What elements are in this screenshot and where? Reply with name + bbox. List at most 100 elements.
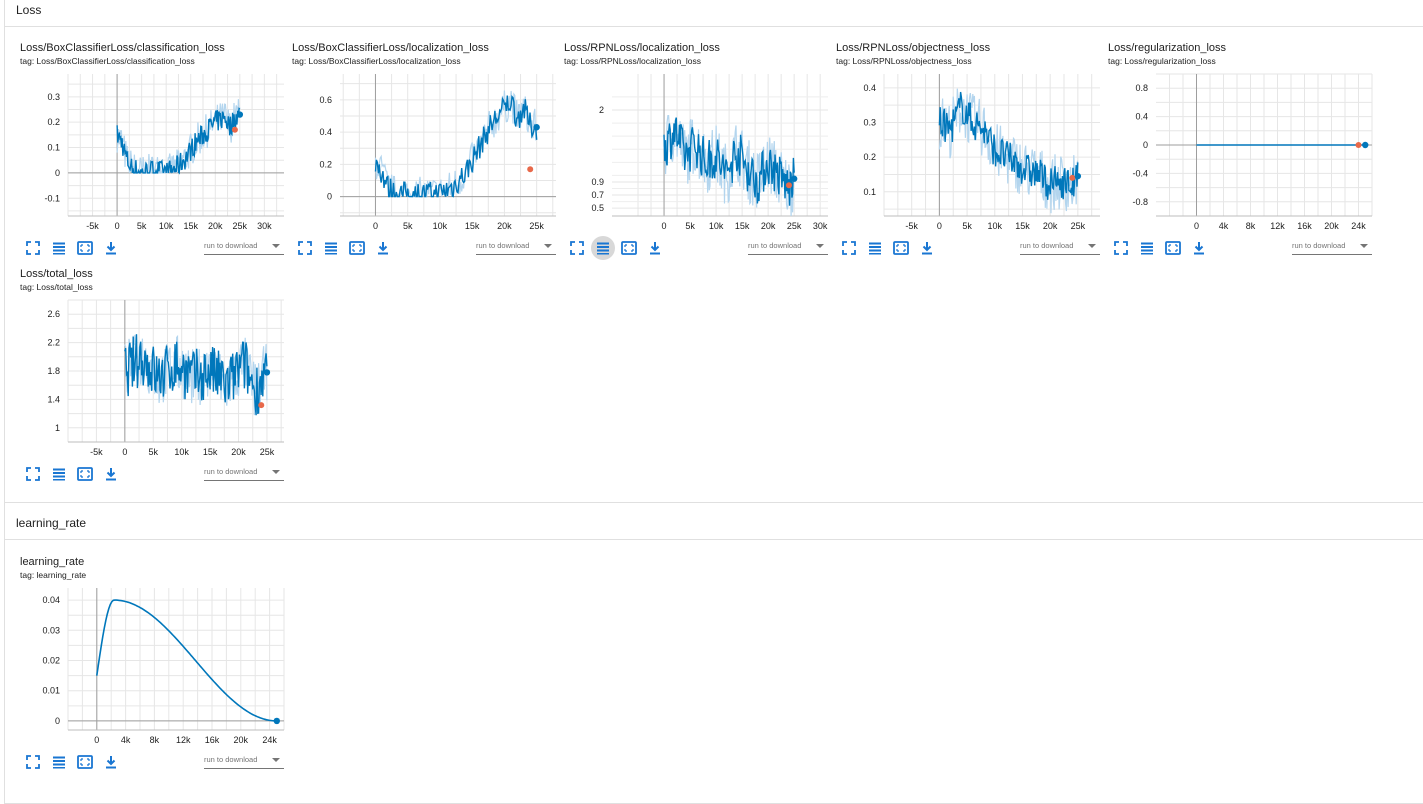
x-tick-label: 24k [262, 735, 277, 745]
list-button[interactable] [591, 236, 615, 260]
y-tick-label: 0.1 [47, 143, 60, 153]
y-tick-label: 0.03 [42, 625, 60, 635]
card-title: learning_rate [20, 556, 84, 568]
line-chart[interactable]: -5k 0 5k 10k 15k 20k 25k 30k -0.1 0 0.1 0.2 0.3 [20, 70, 288, 236]
download-button[interactable] [373, 238, 393, 258]
run-download-placeholder: run to download [1020, 241, 1073, 250]
x-tick-label: 10k [988, 221, 1003, 231]
run-download-placeholder: run to download [748, 241, 801, 250]
line-chart[interactable]: 0 5k 10k 15k 20k 25k 30k 0.5 0.7 0.9 2 [564, 70, 832, 236]
section-header[interactable] [5, 0, 1423, 27]
y-tick-label: 1 [55, 423, 60, 433]
hover-marker-point [258, 402, 264, 408]
list-button[interactable] [49, 752, 69, 772]
fit-domain-button[interactable] [74, 752, 94, 772]
run-download-placeholder: run to download [204, 755, 257, 764]
download-button[interactable] [101, 238, 121, 258]
run-download-select[interactable]: run to download [204, 464, 284, 481]
y-tick-label: 0 [55, 168, 60, 178]
run-download-select[interactable]: run to download [1020, 238, 1100, 255]
x-tick-label: 5k [685, 221, 695, 231]
download-button[interactable] [101, 752, 121, 772]
y-tick-label: 0 [55, 716, 60, 726]
fit-domain-button[interactable] [618, 238, 638, 258]
y-tick-label: 0.5 [591, 203, 604, 213]
x-tick-label: 10k [433, 221, 448, 231]
list-button[interactable] [49, 238, 69, 258]
card-rpn-localization-loss: Loss/RPNLoss/localization_loss tag: Loss/… [564, 42, 832, 267]
card-tag: tag: Loss/BoxClassifierLoss/localization… [292, 56, 461, 66]
x-tick-label: 15k [183, 221, 198, 231]
list-button[interactable] [1137, 238, 1157, 258]
download-button[interactable] [645, 238, 665, 258]
x-tick-label: 0 [373, 221, 378, 231]
card-total-loss: Loss/total_loss tag: Loss/total_loss -5k 0 5… [20, 268, 288, 493]
fullscreen-button[interactable] [23, 464, 43, 484]
x-tick-label: 5k [962, 221, 972, 231]
y-tick-label: -0.1 [44, 193, 60, 203]
y-tick-label: 0.2 [863, 152, 876, 162]
run-download-select[interactable]: run to download [748, 238, 828, 255]
x-tick-label: 20k [497, 221, 512, 231]
list-button[interactable] [49, 464, 69, 484]
download-button[interactable] [917, 238, 937, 258]
card-objectness-loss: Loss/RPNLoss/objectness_loss tag: Loss/RP… [836, 42, 1104, 267]
card-toolbar: run to download [564, 238, 832, 262]
line-chart[interactable]: -5k 0 5k 10k 15k 20k 25k 0.1 0.2 0.3 0.4 [836, 70, 1104, 236]
download-button[interactable] [101, 464, 121, 484]
fit-domain-button[interactable] [346, 238, 366, 258]
y-tick-label: 2.2 [47, 338, 60, 348]
y-tick-label: 0.3 [863, 117, 876, 127]
x-tick-label: 8k [1246, 221, 1256, 231]
y-tick-label: 0.7 [591, 190, 604, 200]
fit-domain-button[interactable] [74, 464, 94, 484]
list-button[interactable] [865, 238, 885, 258]
y-tick-label: 0.01 [42, 686, 60, 696]
fullscreen-button[interactable] [567, 238, 587, 258]
x-tick-label: 0 [662, 221, 667, 231]
y-tick-label: 0.3 [47, 92, 60, 102]
run-download-select[interactable]: run to download [204, 238, 284, 255]
section-header[interactable] [5, 503, 1423, 540]
run-download-select[interactable]: run to download [476, 238, 556, 255]
x-tick-label: 20k [1324, 221, 1339, 231]
y-tick-label: 0.2 [47, 117, 60, 127]
list-button[interactable] [321, 238, 341, 258]
y-tick-label: 2 [599, 105, 604, 115]
fit-domain-button[interactable] [890, 238, 910, 258]
x-tick-label: 0 [937, 221, 942, 231]
run-download-placeholder: run to download [204, 241, 257, 250]
x-tick-label: 20k [234, 735, 249, 745]
x-tick-label: 15k [203, 447, 218, 457]
x-tick-label: 0 [1194, 221, 1199, 231]
x-tick-label: 20k [208, 221, 223, 231]
line-chart[interactable]: 0 4k 8k 12k 16k 20k 24k -0.8 -0.4 0 0.4 0.8 [1108, 70, 1376, 236]
fullscreen-button[interactable] [23, 238, 43, 258]
line-chart[interactable]: 0 5k 10k 15k 20k 25k 0 0.2 0.4 0.6 [292, 70, 560, 236]
y-tick-label: 2.6 [47, 309, 60, 319]
y-tick-label: 0.4 [319, 127, 332, 137]
fullscreen-button[interactable] [839, 238, 859, 258]
fullscreen-button[interactable] [295, 238, 315, 258]
y-tick-label: 0.9 [591, 177, 604, 187]
y-tick-label: 1.8 [47, 366, 60, 376]
download-button[interactable] [1189, 238, 1209, 258]
card-toolbar: run to download [836, 238, 1104, 262]
x-tick-label: 0 [115, 221, 120, 231]
x-tick-label: 15k [1015, 221, 1030, 231]
fit-domain-button[interactable] [1162, 238, 1182, 258]
run-download-select[interactable]: run to download [204, 752, 284, 769]
x-tick-label: -5k [86, 221, 99, 231]
card-title: Loss/total_loss [20, 268, 93, 280]
fullscreen-button[interactable] [23, 752, 43, 772]
card-regularization-loss: Loss/regularization_loss tag: Loss/regula… [1108, 42, 1376, 267]
x-tick-label: 8k [150, 735, 160, 745]
run-download-select[interactable]: run to download [1292, 238, 1372, 255]
card-title: Loss/RPNLoss/objectness_loss [836, 42, 990, 54]
last-value-point [237, 111, 243, 117]
fullscreen-button[interactable] [1111, 238, 1131, 258]
fit-domain-button[interactable] [74, 238, 94, 258]
card-tag: tag: Loss/total_loss [20, 282, 93, 292]
line-chart[interactable]: -5k 0 5k 10k 15k 20k 25k 1 1.4 1.8 2.2 2.6 [20, 296, 288, 462]
line-chart[interactable]: 0 4k 8k 12k 16k 20k 24k 0 0.01 0.02 0.03 0.04 [20, 584, 288, 750]
